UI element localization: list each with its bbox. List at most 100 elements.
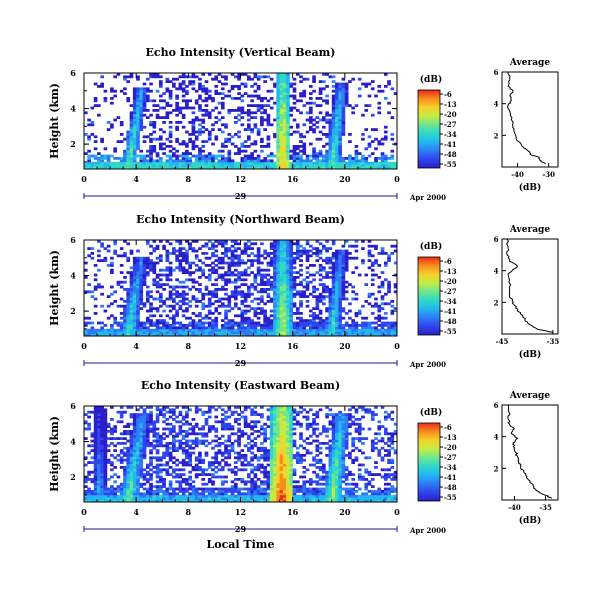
heatmap-cell <box>175 154 179 158</box>
heatmap-cell <box>181 80 186 83</box>
heatmap-cell <box>328 480 333 484</box>
heatmap-cell <box>136 75 140 79</box>
heatmap-cell <box>139 463 144 467</box>
heatmap-cell <box>243 271 248 274</box>
heatmap-cell <box>308 142 313 146</box>
heatmap-cell <box>132 266 137 270</box>
heatmap-cell <box>227 309 232 313</box>
heatmap-cell <box>110 292 114 296</box>
heatmap-cell <box>357 475 362 479</box>
heatmap-cell <box>132 300 137 303</box>
heatmap-cell <box>338 494 342 498</box>
heatmap-cell <box>194 118 199 122</box>
heatmap-cell <box>207 276 212 279</box>
heatmap-cell <box>279 97 284 100</box>
heatmap-cell <box>168 295 173 298</box>
heatmap-cell <box>318 292 323 296</box>
heatmap-cell <box>194 254 199 258</box>
heatmap-cell <box>158 485 163 488</box>
heatmap-cell <box>260 326 264 330</box>
heatmap-cell <box>361 326 365 330</box>
heatmap-cell <box>318 466 323 469</box>
heatmap-cell <box>279 309 284 313</box>
heatmap-cell <box>168 133 173 136</box>
heatmap-cell <box>100 328 104 332</box>
heatmap-cell <box>344 87 349 91</box>
heatmap-cell <box>387 259 391 262</box>
heatmap-cell <box>123 490 127 493</box>
heatmap-cell <box>155 276 160 279</box>
heatmap-cell <box>139 92 144 95</box>
heatmap-cell <box>279 463 284 467</box>
heatmap-cell <box>289 309 294 313</box>
heatmap-cell <box>338 268 342 272</box>
heatmap-cell <box>357 333 362 337</box>
heatmap-cell <box>230 487 235 491</box>
heatmap-cell <box>224 166 228 170</box>
heatmap-cell <box>123 482 127 486</box>
heatmap-cell <box>132 463 137 467</box>
heatmap-cell <box>322 463 326 467</box>
heatmap-cell <box>273 283 277 286</box>
heatmap-cell <box>172 468 176 472</box>
heatmap-cell <box>318 492 323 496</box>
heatmap-cell <box>273 307 277 310</box>
heatmap-cell <box>299 333 303 337</box>
heatmap-cell <box>286 94 290 98</box>
heatmap-cell <box>354 240 359 243</box>
heatmap-cell <box>185 463 189 467</box>
heatmap-cell <box>152 485 157 488</box>
heatmap-cell <box>152 147 157 151</box>
heatmap-cell <box>273 470 277 474</box>
heatmap-cell <box>175 497 179 500</box>
heatmap-cell <box>328 458 333 462</box>
heatmap-cell <box>224 475 228 479</box>
heatmap-cell <box>312 321 316 325</box>
heatmap-cell <box>168 466 173 469</box>
heatmap-cell <box>380 159 385 163</box>
heatmap-cell <box>383 252 388 255</box>
heatmap-cell <box>286 304 290 308</box>
heatmap-cell <box>188 247 192 250</box>
heatmap-cell <box>263 316 267 320</box>
heatmap-cell <box>158 116 163 119</box>
heatmap-cell <box>328 463 333 467</box>
heatmap-cell <box>338 256 342 260</box>
heatmap-cell <box>292 468 297 472</box>
heatmap-cell <box>354 149 359 153</box>
heatmap-cell <box>292 288 297 291</box>
heatmap-cell <box>374 94 378 98</box>
heatmap-cell <box>282 254 287 258</box>
heatmap-cell <box>142 487 147 491</box>
heatmap-cell <box>162 142 166 146</box>
heatmap-cell <box>305 468 310 472</box>
heatmap-cell <box>132 101 137 105</box>
heatmap-cell <box>181 157 186 160</box>
heatmap-cell <box>145 87 150 91</box>
heatmap-cell <box>308 125 313 129</box>
heatmap-cell <box>158 285 163 289</box>
heatmap-cell <box>201 268 206 272</box>
heatmap-cell <box>211 157 215 160</box>
heatmap-cell <box>331 80 336 83</box>
heatmap-cell <box>142 92 147 95</box>
heatmap-cell <box>178 261 183 265</box>
heatmap-cell <box>185 285 189 289</box>
heatmap-cell <box>289 266 294 270</box>
heatmap-cell <box>201 333 206 337</box>
heatmap-cell <box>335 109 339 112</box>
heatmap-cell <box>181 73 186 76</box>
heatmap-cell <box>279 140 284 143</box>
heatmap-cell <box>292 94 297 98</box>
heatmap-cell <box>361 499 365 503</box>
heatmap-cell <box>172 109 176 112</box>
heatmap-cell <box>279 73 284 76</box>
heatmap-cell <box>243 278 248 282</box>
heatmap-cell <box>325 316 329 320</box>
heatmap-cell <box>149 157 153 160</box>
heatmap-cell <box>256 273 261 277</box>
heatmap-cell <box>100 487 104 491</box>
heatmap-cell <box>273 461 277 464</box>
heatmap-cell <box>286 73 290 76</box>
heatmap-cell <box>214 106 219 110</box>
